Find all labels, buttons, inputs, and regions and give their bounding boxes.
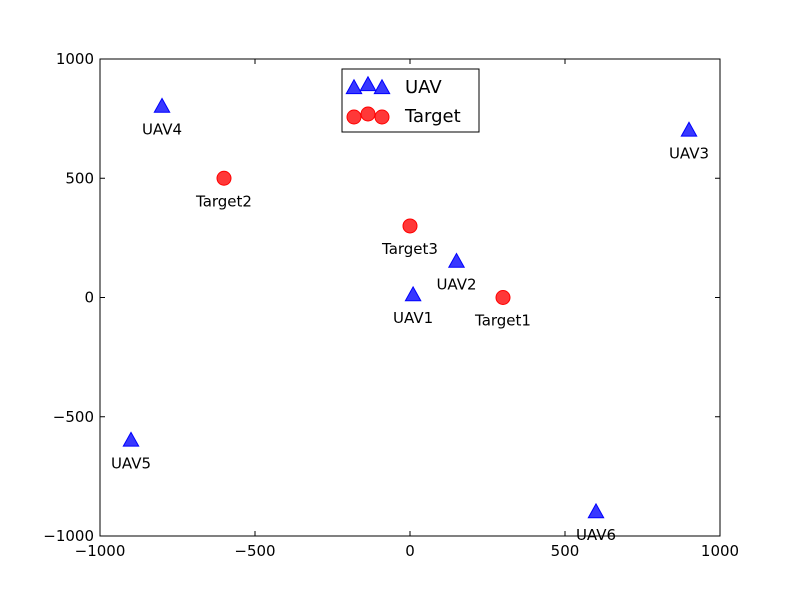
- x-tick-label: −500: [234, 542, 275, 560]
- point-label: UAV5: [111, 455, 151, 473]
- point-label: Target2: [195, 192, 252, 210]
- target-marker: [495, 290, 511, 305]
- uav-marker: [447, 252, 466, 268]
- uav-marker: [122, 431, 140, 447]
- point-label: UAV2: [436, 276, 476, 294]
- axis-ticks: −1000 −500 0 500 1000 −1000 −500 0 500 1000: [43, 50, 739, 560]
- legend-uav-icon: [373, 78, 391, 95]
- legend-entry-label: Target: [404, 106, 461, 127]
- y-tick-label: 0: [84, 289, 94, 307]
- legend-uav-icon: [359, 75, 377, 92]
- legend-box: [341, 68, 480, 133]
- uav-marker: [153, 97, 171, 113]
- x-tick-label: 500: [551, 542, 580, 560]
- point-label: UAV1: [393, 309, 433, 327]
- point-label: Target1: [474, 312, 531, 330]
- point-label: UAV6: [576, 526, 616, 544]
- y-tick-label: −500: [53, 408, 94, 426]
- x-tick-label: −1000: [75, 542, 126, 560]
- legend: UAV Target: [341, 68, 480, 133]
- uav-marker: [680, 121, 698, 137]
- point-label: UAV4: [142, 121, 182, 139]
- target-marker: [216, 170, 232, 186]
- uav-marker: [587, 502, 605, 519]
- x-tick-label: 0: [405, 542, 415, 560]
- y-tick-label: 500: [65, 169, 94, 187]
- point-label: UAV3: [669, 145, 709, 163]
- target-marker: [402, 218, 418, 234]
- legend-target-icon: [374, 109, 390, 125]
- point-label: Target3: [381, 240, 438, 258]
- uav-marker: [404, 285, 422, 302]
- legend-target-icon: [346, 109, 362, 125]
- y-tick-label: −1000: [43, 527, 94, 545]
- y-tick-label: 1000: [56, 50, 94, 68]
- legend-entry-label: UAV: [405, 77, 442, 98]
- legend-uav-icon: [345, 78, 363, 95]
- x-tick-label: 1000: [701, 542, 739, 560]
- legend-target-icon: [360, 106, 376, 122]
